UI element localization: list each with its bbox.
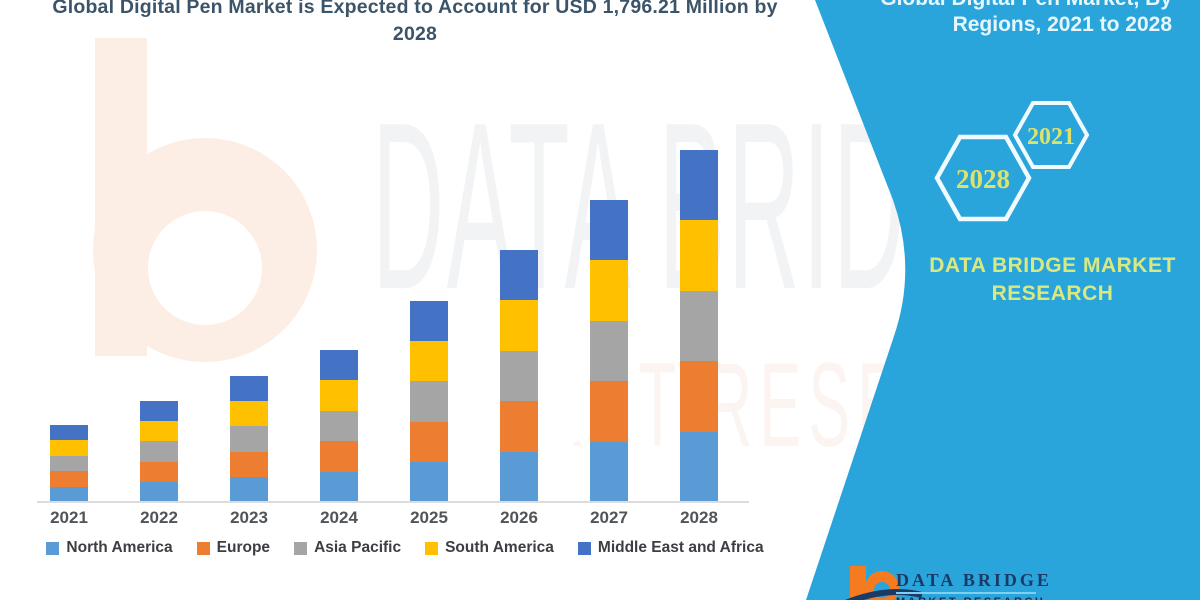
bar-segment-2024-south-america <box>320 380 358 411</box>
bar-segment-2026-europe <box>500 401 538 452</box>
legend-swatch-icon <box>577 541 591 555</box>
bar-segment-2023-europe <box>230 451 268 477</box>
brand-text: DATA BRIDGE MARKET RESEARCH <box>925 252 1180 308</box>
bar-segment-2023-middle-east-and-africa <box>230 375 268 402</box>
legend-label: South America <box>445 539 554 556</box>
bar-segment-2022-south-america <box>140 421 178 442</box>
legend-label: Europe <box>216 539 271 556</box>
panel-heading: Global Digital Pen Market, By Regions, 2… <box>812 0 1172 38</box>
bar-segment-2028-europe <box>680 361 718 432</box>
bar-segment-2026-asia-pacific <box>500 350 538 402</box>
x-axis-line <box>37 501 749 503</box>
x-axis-label-2025: 2025 <box>410 508 448 527</box>
bar-segment-2027-north-america <box>590 441 628 502</box>
hexagon-2028-icon <box>934 134 1032 222</box>
bar-segment-2024-north-america <box>320 471 358 502</box>
footer-brand-underline <box>896 592 1036 594</box>
hexagon-2028-label: 2028 <box>956 164 1010 194</box>
bar-segment-2024-europe <box>320 441 358 472</box>
bar-segment-2025-middle-east-and-africa <box>410 301 448 342</box>
legend-label: North America <box>66 539 173 556</box>
brand-line1: DATA BRIDGE MARKET <box>929 254 1176 277</box>
chart-title: Global Digital Pen Market is Expected to… <box>15 0 815 48</box>
panel-heading-line2: Regions, 2021 to 2028 <box>952 13 1172 36</box>
bar-segment-2023-south-america <box>230 401 268 427</box>
bar-segment-2022-middle-east-and-africa <box>140 400 178 422</box>
x-axis-label-2022: 2022 <box>140 508 178 527</box>
x-axis-label-2024: 2024 <box>320 508 358 527</box>
bar-segment-2021-asia-pacific <box>50 455 88 472</box>
side-panel-shape <box>806 0 1200 600</box>
legend-item-middle-east-and-africa: Middle East and Africa <box>577 539 764 557</box>
legend-item-asia-pacific: Asia Pacific <box>294 539 401 557</box>
bar-segment-2025-south-america <box>410 341 448 382</box>
footer-brand-line2: MARKET RESEARCH <box>896 596 1045 600</box>
legend-item-north-america: North America <box>46 539 173 557</box>
x-axis-label-2021: 2021 <box>50 508 88 527</box>
bar-segment-2028-asia-pacific <box>680 290 718 362</box>
bar-segment-2023-north-america <box>230 476 268 502</box>
legend-swatch-icon <box>294 541 308 555</box>
legend-item-south-america: South America <box>425 539 554 557</box>
bar-segment-2021-europe <box>50 471 88 487</box>
bar-segment-2025-europe <box>410 421 448 462</box>
footer-brand-line1: DATA BRIDGE <box>896 570 1052 590</box>
bar-segment-2025-north-america <box>410 461 448 502</box>
x-axis-label-2023: 2023 <box>230 508 268 527</box>
chart-title-line2: 2028 <box>392 23 438 45</box>
bar-segment-2022-north-america <box>140 481 178 502</box>
bar-segment-2028-north-america <box>680 431 718 502</box>
hexagon-2021-label: 2021 <box>1027 124 1075 150</box>
bar-segment-2021-south-america <box>50 440 88 456</box>
bar-segment-2024-asia-pacific <box>320 410 358 442</box>
bar-segment-2026-middle-east-and-africa <box>500 249 538 301</box>
bar-segment-2026-south-america <box>500 300 538 351</box>
bar-segment-2022-asia-pacific <box>140 441 178 462</box>
chart-title-line1: Global Digital Pen Market is Expected to… <box>52 0 778 18</box>
bar-segment-2025-asia-pacific <box>410 381 448 422</box>
legend-swatch-icon <box>196 541 210 555</box>
brand-line2: RESEARCH <box>991 282 1114 305</box>
bar-segment-2027-south-america <box>590 260 628 321</box>
plot-area: 2021 2022 2023 2024 2025 2026 2027 2028 <box>50 149 718 527</box>
bar-segment-2021-north-america <box>50 486 88 502</box>
bar-segment-2024-middle-east-and-africa <box>320 350 358 381</box>
bar-segment-2026-north-america <box>500 451 538 502</box>
panel-heading-line1: Global Digital Pen Market, By <box>812 0 1172 12</box>
bar-segment-2027-europe <box>590 381 628 442</box>
legend: North America Europe Asia Pacific South Ame… <box>0 539 810 557</box>
bar-segment-2022-europe <box>140 461 178 482</box>
legend-swatch-icon <box>46 541 60 555</box>
bar-segment-2027-middle-east-and-africa <box>590 199 628 261</box>
bar-segment-2021-middle-east-and-africa <box>50 424 88 441</box>
x-axis-label-2027: 2027 <box>590 508 628 527</box>
bar-segment-2027-asia-pacific <box>590 320 628 382</box>
x-axis-label-2026: 2026 <box>500 508 538 527</box>
bar-segment-2028-middle-east-and-africa <box>680 149 718 221</box>
x-axis-label-2028: 2028 <box>680 508 718 527</box>
bar-segment-2028-south-america <box>680 220 718 291</box>
legend-swatch-icon <box>425 541 439 555</box>
legend-label: Asia Pacific <box>314 539 402 556</box>
hexagon-2021-icon <box>1012 101 1090 169</box>
legend-label: Middle East and Africa <box>597 539 764 556</box>
legend-item-europe: Europe <box>196 539 271 557</box>
bar-segment-2023-asia-pacific <box>230 426 268 452</box>
